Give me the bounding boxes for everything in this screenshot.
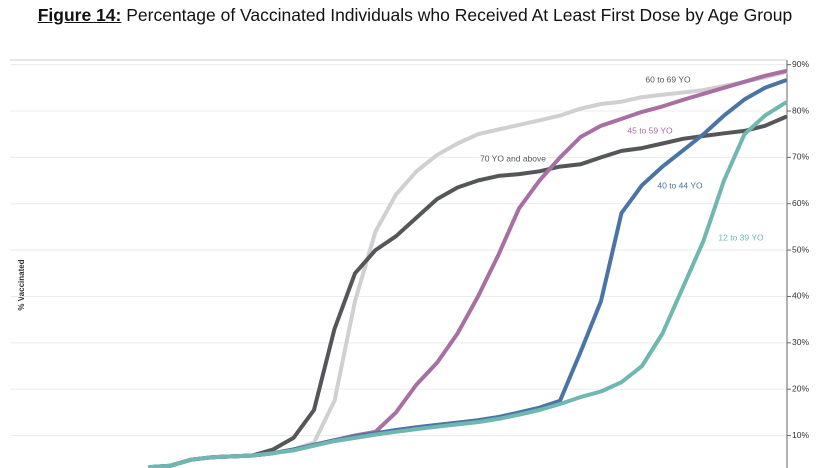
series-label: 12 to 39 YO	[718, 232, 764, 242]
series-label: 60 to 69 YO	[645, 74, 691, 84]
y-tick-label: 90%	[792, 59, 809, 69]
title-text: Percentage of Vaccinated Individuals who…	[126, 5, 793, 25]
title-prefix: Figure 14:	[37, 5, 122, 25]
series-label: 70 YO and above	[480, 153, 546, 163]
y-tick-label: 30%	[792, 337, 809, 347]
chart-title: Figure 14: Percentage of Vaccinated Indi…	[5, 4, 825, 26]
y-tick-label: 70%	[792, 152, 809, 162]
y-tick-label: 20%	[792, 383, 809, 393]
y-tick-label: 60%	[792, 198, 809, 208]
y-axis-title: % Vaccinated	[17, 259, 26, 310]
series-line	[148, 100, 788, 468]
y-tick-label: 10%	[792, 430, 809, 440]
series-label: 40 to 44 YO	[657, 180, 703, 190]
y-tick-label: 40%	[792, 291, 809, 301]
y-tick-label: 50%	[792, 244, 809, 254]
series-line	[148, 115, 788, 468]
series-label: 45 to 59 YO	[627, 125, 673, 135]
y-tick-label: 80%	[792, 105, 809, 115]
